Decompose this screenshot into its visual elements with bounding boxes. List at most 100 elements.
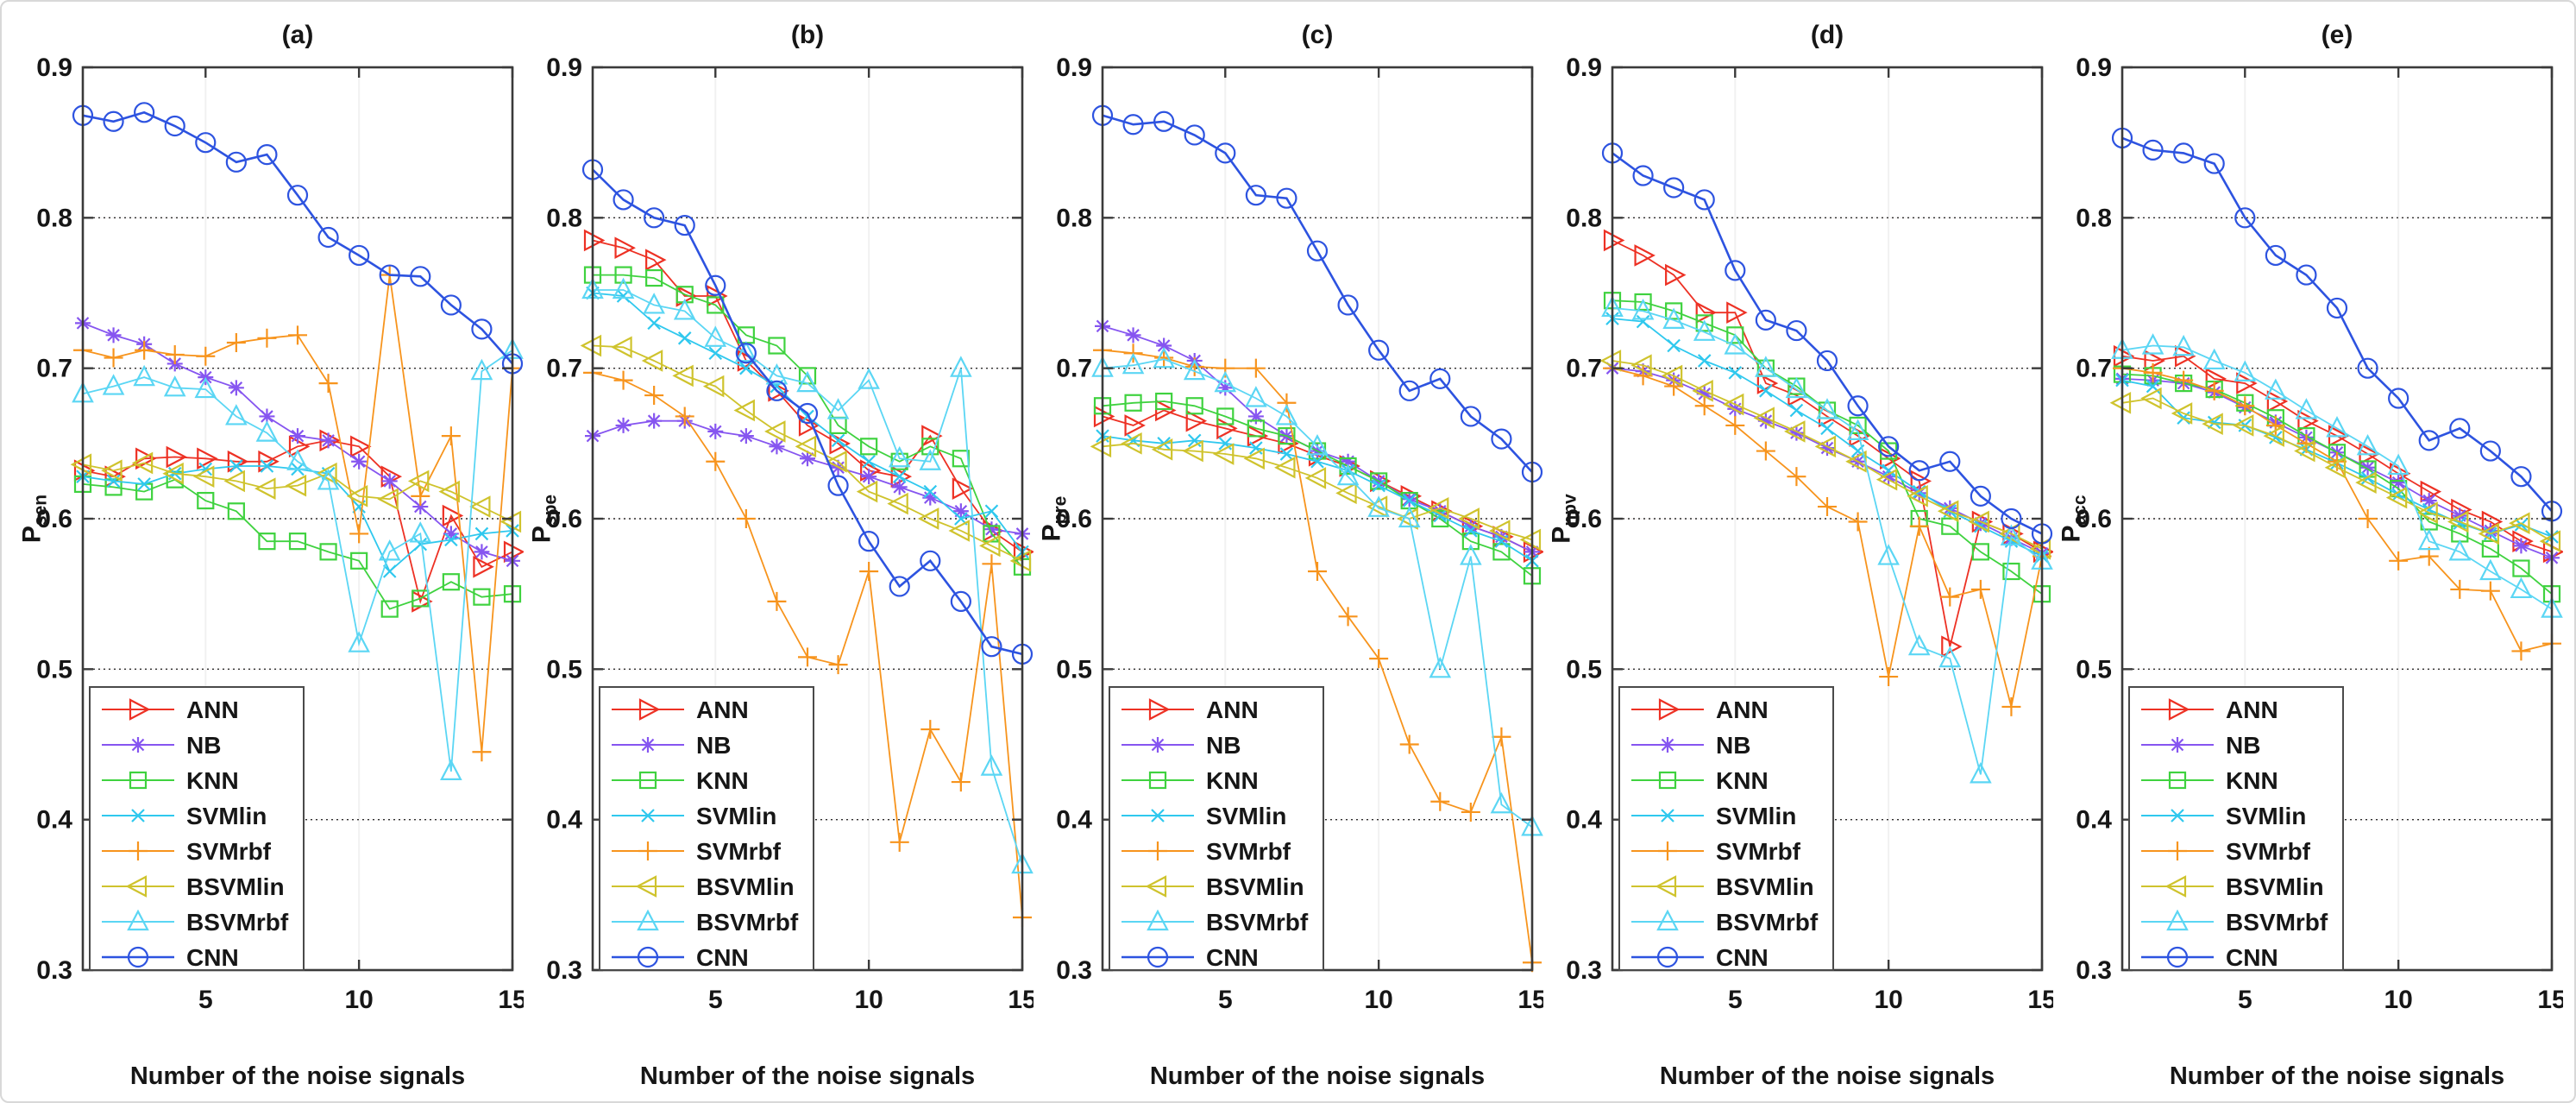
y-tick-label: 0.9 — [1566, 54, 1602, 82]
x-tick-label: 15 — [1517, 986, 1543, 1014]
ylabel-sub: spe — [540, 494, 561, 526]
subplot-e-xlabel: Number of the noise signals — [2169, 1062, 2505, 1090]
x-tick-label: 10 — [2384, 986, 2412, 1014]
series-CNN-line — [82, 110, 513, 365]
series-CNN — [1091, 104, 1543, 483]
triangle-up-marker-icon — [1656, 909, 1679, 931]
legend-item-BSVMrbf: BSVMrbf — [2141, 909, 2328, 936]
y-tick-label: 0.6 — [1056, 505, 1092, 533]
series-BSVMrbf-markers — [581, 277, 1034, 874]
y-tick-label: 0.9 — [36, 54, 72, 82]
legend-item-SVMrbf: SVMrbf — [612, 838, 782, 865]
y-tick-label: 0.6 — [546, 505, 582, 533]
x-tick-label: 10 — [1364, 986, 1392, 1014]
circle-marker-icon — [1147, 946, 1169, 968]
legend-item-KNN: KNN — [1631, 767, 1769, 794]
series-SVMrbf-markers — [1603, 358, 2051, 716]
square-marker-icon — [129, 771, 148, 790]
y-tick-label: 0.8 — [2076, 204, 2112, 232]
legend-item-ANN: ANN — [102, 696, 239, 723]
legend-item-BSVMlin: BSVMlin — [2141, 873, 2324, 900]
legend-label: CNN — [1716, 944, 1769, 971]
y-tick-label: 0.5 — [546, 655, 582, 684]
subplot-b-ylabel: Pspe — [528, 450, 562, 588]
legend-item-BSVMlin: BSVMlin — [1631, 873, 1814, 900]
series-ANN-line — [592, 239, 1023, 553]
square-marker-icon — [1658, 771, 1677, 790]
subplot-c-xlabel: Number of the noise signals — [1149, 1062, 1486, 1090]
legend-item-ANN: ANN — [612, 696, 749, 723]
legend-label: CNN — [2226, 944, 2278, 971]
series-BSVMrbf-markers — [72, 337, 524, 780]
legend-item-ANN: ANN — [2141, 696, 2278, 723]
series-KNN-line — [1102, 400, 1533, 577]
y-tick-label: 0.3 — [1566, 956, 1602, 985]
series-CNN-line — [2121, 136, 2553, 513]
legend-item-SVMrbf: SVMrbf — [1122, 838, 1291, 865]
series-SVMlin — [1605, 312, 2049, 564]
subplot-a: 0.9 0.8 0.7 0.6 0.5 0.4 0.3 5 10 15 ANN NB KNN SVMlin… — [14, 14, 524, 1093]
series-SVMlin — [1096, 429, 1539, 568]
series-CNN-line — [592, 168, 1023, 656]
gridlines — [83, 217, 512, 821]
series-SVMrbf — [2113, 358, 2561, 661]
subplot-d-ylabel: Pnpv — [1548, 450, 1581, 588]
x-tick-label: 5 — [708, 986, 723, 1014]
legend-frame — [599, 686, 814, 971]
series-CNN-line — [1612, 152, 2043, 535]
legend-box: ANN NB KNN SVMlin SVMrbf BSVMlin BSVMrbf CNN — [89, 686, 305, 971]
legend-label: SVMlin — [2226, 803, 2306, 829]
legend-frame — [1109, 686, 1324, 971]
y-tick-label: 0.8 — [546, 204, 582, 232]
y-tick-label: 0.7 — [1566, 355, 1602, 383]
square-marker-icon — [638, 771, 657, 790]
subplot-b-xlabel: Number of the noise signals — [639, 1062, 976, 1090]
series-NB-markers — [75, 315, 520, 569]
legend-label: NB — [2226, 732, 2260, 759]
x-marker-icon — [2171, 809, 2184, 823]
x-tick-label: 15 — [2537, 986, 2563, 1014]
ylabel-sub: pre — [1050, 495, 1071, 525]
ylabel-base: P — [17, 526, 47, 544]
circle-marker-icon — [637, 946, 659, 968]
legend-label: CNN — [1206, 944, 1259, 971]
y-tick-label: 0.4 — [546, 806, 582, 835]
ylabel-sub: npv — [1560, 494, 1580, 526]
triangle-right-marker-icon — [638, 698, 661, 721]
series-NB — [75, 315, 520, 569]
series-BSVMlin-markers — [1599, 350, 2051, 560]
x-tick-labels: 5 10 15 — [708, 986, 1034, 1014]
series-SVMrbf-line — [2121, 367, 2553, 652]
triangle-left-marker-icon — [125, 875, 148, 898]
legend-label: KNN — [696, 767, 749, 794]
legend-label: KNN — [1206, 767, 1259, 794]
triangle-right-marker-icon — [1658, 698, 1681, 721]
series-BSVMlin-line — [592, 344, 1023, 562]
legend-item-SVMlin: SVMlin — [1122, 803, 1286, 829]
subplot-a-ylabel: Psen — [18, 450, 52, 588]
ylabel-base: P — [2057, 525, 2086, 543]
legend-frame — [1618, 686, 1834, 971]
series-NB-markers — [1605, 360, 2050, 562]
subplot-e-plot: 0.9 0.8 0.7 0.6 0.5 0.4 0.3 5 10 15 ANN NB KNN SVMlin… — [2076, 54, 2563, 1014]
y-tick-label: 0.5 — [1056, 655, 1092, 684]
legend-label: NB — [1716, 732, 1750, 759]
subplot-d-plot: 0.9 0.8 0.7 0.6 0.5 0.4 0.3 5 10 15 ANN NB KNN SVMlin… — [1566, 54, 2053, 1014]
legend-label: BSVMrbf — [1716, 909, 1819, 936]
legend-item-NB: NB — [1122, 732, 1241, 759]
square-marker-icon — [1148, 771, 1167, 790]
legend-label: SVMlin — [696, 803, 776, 829]
x-tick-label: 10 — [1874, 986, 1902, 1014]
asterisk-marker-icon — [2170, 737, 2185, 753]
x-tick-label: 5 — [198, 986, 213, 1014]
legend-label: ANN — [1206, 696, 1259, 723]
y-tick-label: 0.6 — [2076, 505, 2112, 533]
legend-label: NB — [1206, 732, 1241, 759]
series-BSVMrbf-line — [593, 289, 1023, 866]
x-marker-icon — [1151, 809, 1165, 823]
series-KNN-markers — [1093, 392, 1542, 585]
triangle-left-marker-icon — [635, 875, 657, 898]
series-ANN-markers — [2113, 344, 2563, 564]
legend-label: KNN — [2226, 767, 2278, 794]
